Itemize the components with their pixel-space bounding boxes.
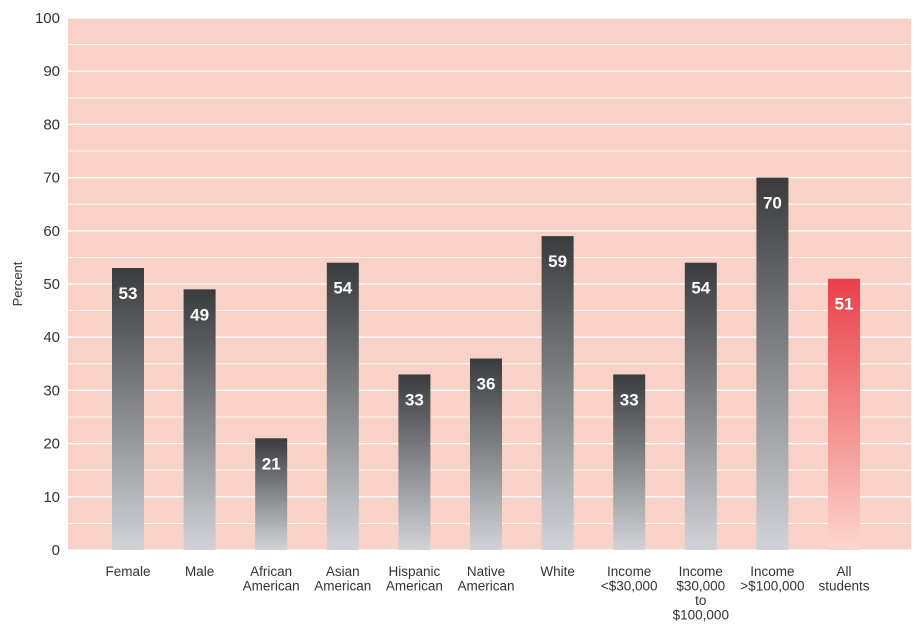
y-tick-label: 60: [43, 223, 60, 240]
x-axis-labels: Female Male African American Asian American Hi…: [105, 564, 869, 623]
bar-value-label: 51: [835, 295, 854, 314]
bar-value-label: 54: [333, 279, 352, 298]
y-axis-label: Percent: [10, 261, 25, 306]
y-tick-label: 30: [43, 382, 60, 399]
bar-value-label: 59: [548, 252, 567, 271]
bar-value-label: 70: [763, 194, 782, 213]
y-tick-label: 10: [43, 489, 60, 506]
y-tick-label: 40: [43, 329, 60, 346]
x-tick-label: Female: [105, 564, 150, 579]
bar-value-label: 33: [405, 390, 424, 409]
y-axis-ticks: 0 10 20 30 40 50 60 70 80 90 100: [35, 10, 60, 559]
bar: [541, 236, 574, 550]
y-tick-label: 0: [52, 542, 60, 559]
y-tick-label: 80: [43, 116, 60, 133]
y-tick-label: 70: [43, 170, 60, 187]
x-tick-label: African American: [243, 564, 300, 594]
y-tick-label: 90: [43, 63, 60, 80]
bar: [112, 268, 144, 550]
bar: [183, 289, 216, 550]
x-tick-label: Native American: [457, 564, 514, 594]
x-tick-label: Hispanic American: [386, 564, 443, 594]
bar: [756, 177, 789, 550]
x-tick-label: Income >$100,000: [740, 564, 804, 594]
x-tick-label: All students: [818, 564, 869, 594]
x-tick-label: Asian American: [314, 564, 371, 594]
bar-value-label: 53: [119, 284, 138, 303]
bar: [470, 358, 502, 550]
x-tick-label: White: [540, 564, 575, 579]
bar-value-label: 54: [691, 279, 710, 298]
y-tick-label: 20: [43, 436, 60, 453]
bar: [398, 374, 431, 550]
bar: [828, 278, 860, 550]
y-tick-label: 50: [43, 276, 60, 293]
x-tick-label: Male: [185, 564, 214, 579]
value-labels: 53 49 21 54 33 36 59 33 54 70 51: [119, 194, 854, 474]
bar-value-label: 33: [620, 390, 639, 409]
x-tick-label: Income $30,000 to $100,000: [673, 564, 729, 623]
bar-value-label: 21: [262, 454, 281, 473]
y-tick-label: 100: [35, 10, 60, 27]
bar: [326, 262, 359, 550]
x-tick-label: Income <$30,000: [601, 564, 658, 594]
bar-value-label: 49: [190, 305, 209, 324]
bar: [255, 438, 288, 550]
bars: [112, 177, 860, 550]
bar-value-label: 36: [477, 374, 496, 393]
bar: [613, 374, 646, 550]
bar: [684, 262, 717, 550]
